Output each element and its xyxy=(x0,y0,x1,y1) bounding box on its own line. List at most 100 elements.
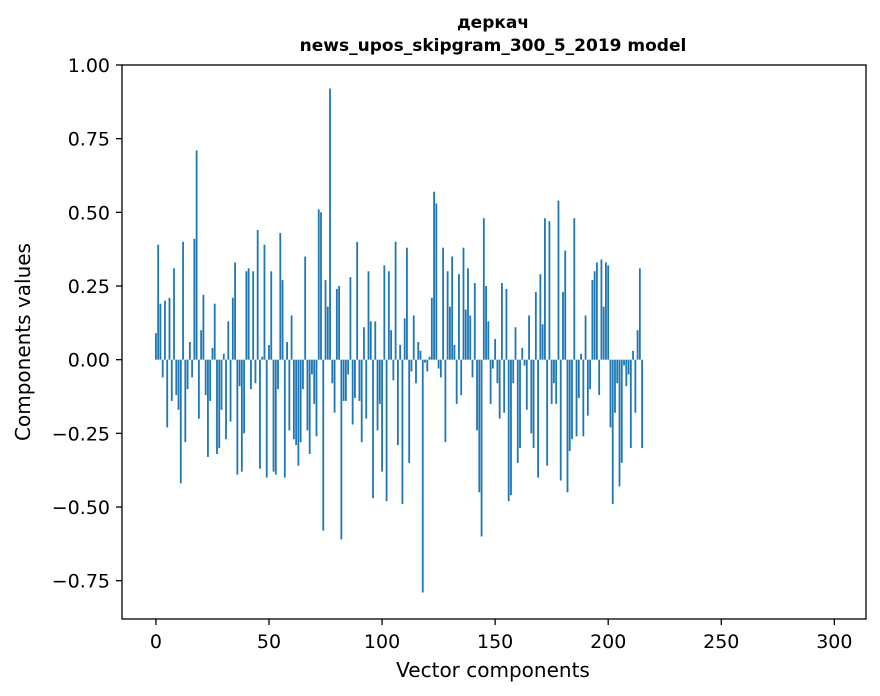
y-tick-label: 0.00 xyxy=(68,350,110,372)
bar-component-134 xyxy=(458,274,460,360)
bar-component-166 xyxy=(530,359,533,434)
bar-component-83 xyxy=(342,359,345,401)
bar-component-54 xyxy=(277,359,279,390)
bar-component-74 xyxy=(322,359,325,531)
bar-component-131 xyxy=(451,256,454,360)
y-axis-label: Components values xyxy=(11,243,35,441)
bar-component-29 xyxy=(220,359,223,410)
bar-component-16 xyxy=(191,359,194,378)
bar-component-157 xyxy=(510,359,512,496)
bar-component-127 xyxy=(442,247,445,360)
bar-component-177 xyxy=(555,359,558,404)
bar-component-120 xyxy=(426,359,429,372)
bar-component-94 xyxy=(367,271,370,360)
bar-component-196 xyxy=(598,359,601,396)
bar-component-27 xyxy=(216,359,218,454)
bar-component-188 xyxy=(580,353,582,360)
y-tick-label: −0.50 xyxy=(52,497,110,519)
bar-component-66 xyxy=(304,256,307,360)
bar-component-129 xyxy=(446,271,449,360)
bar-component-35 xyxy=(234,262,236,360)
bar-component-63 xyxy=(297,359,300,466)
bar-component-32 xyxy=(227,321,230,360)
bar-component-119 xyxy=(424,359,426,363)
bar-component-184 xyxy=(571,359,573,440)
bar-component-169 xyxy=(537,359,539,478)
bar-component-56 xyxy=(281,280,284,360)
bar-component-128 xyxy=(444,359,447,443)
bar-component-81 xyxy=(338,286,340,360)
bar-component-0 xyxy=(155,333,157,360)
bar-component-176 xyxy=(553,359,555,384)
bar-component-21 xyxy=(202,294,205,360)
bar-component-146 xyxy=(485,286,487,360)
bar-component-34 xyxy=(231,297,234,360)
bar-component-115 xyxy=(415,359,417,384)
bar-component-42 xyxy=(250,359,252,390)
bar-component-113 xyxy=(410,359,413,372)
y-tick-label: −0.25 xyxy=(52,423,110,445)
bar-component-170 xyxy=(539,274,542,360)
bar-component-215 xyxy=(641,359,644,449)
bar-component-133 xyxy=(455,359,458,404)
bar-component-60 xyxy=(290,315,293,360)
bar-component-38 xyxy=(240,359,243,472)
bar-component-201 xyxy=(609,359,612,428)
bar-component-105 xyxy=(392,359,395,381)
bar-component-212 xyxy=(634,359,637,413)
bar-component-189 xyxy=(582,359,585,437)
bar-component-143 xyxy=(478,359,481,493)
bar-component-48 xyxy=(263,244,266,360)
bar-component-142 xyxy=(476,359,478,431)
bar-component-58 xyxy=(286,342,288,360)
bar-component-52 xyxy=(272,359,275,472)
x-axis: 0 50 100 150 200 250 300 xyxy=(150,619,852,653)
bar-component-155 xyxy=(505,288,508,360)
bar-component-98 xyxy=(376,359,379,431)
bar-component-214 xyxy=(638,268,641,360)
bar-component-39 xyxy=(243,359,246,434)
bar-component-185 xyxy=(573,218,576,360)
bar-component-25 xyxy=(211,347,214,360)
chart-subtitle: news_upos_skipgram_300_5_2019 model xyxy=(300,36,687,56)
bar-component-49 xyxy=(265,359,268,478)
bar-component-15 xyxy=(188,342,191,360)
y-axis: 1.00 0.75 0.50 0.25 0.00 −0.25 −0.50 −0.75 xyxy=(52,55,122,593)
chart-title: деркач xyxy=(457,13,529,33)
bar-component-149 xyxy=(491,359,494,369)
bar-component-84 xyxy=(344,359,347,401)
bar-component-77 xyxy=(329,88,331,360)
bar-component-22 xyxy=(204,359,207,396)
bar-component-114 xyxy=(412,315,415,360)
bar-component-9 xyxy=(175,359,178,396)
bar-component-96 xyxy=(372,359,374,499)
bar-component-205 xyxy=(618,359,621,487)
bar-component-75 xyxy=(324,280,327,360)
bar-component-5 xyxy=(166,359,169,428)
bar-component-4 xyxy=(164,300,166,360)
bar-component-55 xyxy=(279,232,282,360)
bar-component-159 xyxy=(514,327,517,360)
bar-component-152 xyxy=(498,359,501,419)
bar-component-101 xyxy=(383,265,386,360)
bar-component-135 xyxy=(460,359,463,396)
bar-component-171 xyxy=(541,324,544,360)
bar-component-175 xyxy=(550,359,553,404)
bar-component-103 xyxy=(387,271,390,360)
bar-component-192 xyxy=(589,359,592,390)
bar-component-210 xyxy=(629,359,632,449)
bar-component-46 xyxy=(259,359,261,469)
bar-component-124 xyxy=(435,203,438,360)
x-tick-label: 150 xyxy=(477,631,513,653)
bar-component-190 xyxy=(584,315,587,360)
bar-component-59 xyxy=(288,359,291,431)
bar-component-154 xyxy=(503,359,506,413)
bar-component-144 xyxy=(480,359,483,537)
bar-component-207 xyxy=(623,359,625,366)
x-tick-label: 100 xyxy=(364,631,400,653)
bar-component-70 xyxy=(313,359,316,404)
bar-component-82 xyxy=(340,359,343,540)
bar-component-53 xyxy=(274,359,277,475)
bar-component-187 xyxy=(577,359,580,398)
bar-component-67 xyxy=(306,359,309,431)
